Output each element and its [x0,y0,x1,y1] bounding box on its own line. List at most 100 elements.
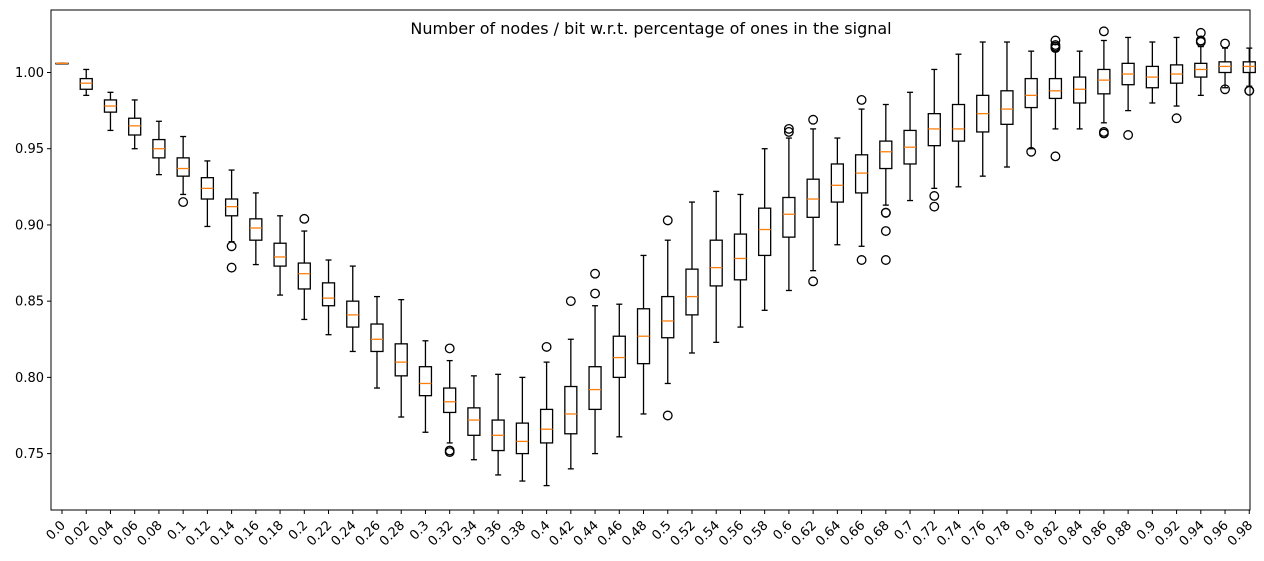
outlier-point [1244,85,1255,96]
box-0.78 [1000,41,1014,168]
x-tick-label: 0.58 [740,518,771,549]
outlier-point [783,123,794,134]
x-tick-label: 0.74 [934,518,965,549]
box-body [467,407,481,436]
box-0.88 [1121,36,1135,140]
outlier-point [226,241,237,252]
plot-frame [50,9,1251,511]
box-body [733,233,748,281]
x-tick-label: 0.52 [668,518,699,549]
x-tick-label: 0.76 [958,518,989,549]
box-body [515,422,530,455]
outlier-point [808,276,819,287]
outlier-point [444,343,455,354]
box-body [564,385,578,435]
outlier-point [929,201,940,212]
outlier-point [1171,113,1182,124]
box-0.08 [152,120,166,176]
x-tick-label: 0.22 [304,518,335,549]
outlier-point [1050,35,1061,46]
x-tick-label: 0.98 [1225,518,1256,549]
x-tick-label: 0.06 [110,518,141,549]
box-0.56 [733,193,748,328]
box-body [1097,68,1111,95]
outlier-point [565,296,576,307]
x-tick-label: 0.66 [837,518,868,549]
outlier-point [1123,130,1134,140]
box-0.1 [176,135,190,208]
outlier-point [856,255,867,265]
outlier-point [590,268,601,279]
box-body [1218,61,1232,74]
box-0.64 [830,137,845,246]
box-body [297,262,311,290]
box-body [394,343,408,377]
box-0.8 [1024,50,1038,157]
x-tick-label: 0.14 [207,518,238,549]
box-0.2 [297,213,311,321]
y-tick-label: 0.95 [15,142,44,157]
outlier-point [1195,27,1206,38]
x-tick-label: 0.78 [983,518,1014,549]
box-0.4 [539,341,554,487]
x-tick-label: 0.72 [910,518,941,549]
box-0.16 [249,192,263,266]
box-0.42 [564,296,578,470]
outlier-point [808,114,819,125]
box-0.02 [79,68,93,97]
x-tick-label: 0.12 [183,518,214,549]
outlier-point [662,215,673,226]
outlier-point [541,341,552,352]
outlier-point [880,226,891,236]
box-0.9 [1145,41,1159,104]
outlier-point [1195,35,1206,46]
box-body [273,242,287,267]
x-tick-label: 0.16 [232,518,263,549]
outlier-point [1220,84,1230,95]
box-body [1048,77,1063,100]
outlier-point [856,94,867,105]
y-tick-label: 1.00 [15,66,44,81]
x-tick-label: 0.34 [450,518,481,549]
box-body [879,140,893,170]
x-tick-label: 0.28 [377,518,408,549]
y-tick-label: 0.90 [15,218,44,233]
box-body [1242,61,1256,74]
boxes-group [55,26,1256,487]
x-tick-label: 0.18 [256,518,287,549]
outlier-point [880,255,891,265]
box-body [176,157,190,177]
x-axis: 0.00.020.040.060.080.10.120.140.160.180.… [44,510,1256,549]
box-0.34 [467,375,481,461]
chart-title: Number of nodes / bit w.r.t. percentage … [410,19,891,38]
x-tick-label: 0.26 [353,518,384,549]
box-body [346,300,360,328]
outlier-point [1098,128,1109,139]
box-0.76 [976,41,990,177]
x-tick-label: 0.42 [547,518,578,549]
box-0.96 [1218,38,1232,95]
box-body [539,408,554,444]
x-tick-label: 0.62 [789,518,820,549]
x-tick-label: 0.88 [1104,518,1135,549]
x-tick-label: 0.82 [1031,518,1062,549]
box-0.52 [685,201,699,354]
box-body [758,207,772,257]
box-0.66 [854,94,869,265]
x-tick-label: 0.96 [1201,518,1232,549]
box-0.68 [879,103,893,265]
box-0.18 [273,215,287,296]
box-0.0 [55,62,69,65]
box-body [1194,62,1208,78]
box-0.82 [1048,35,1063,162]
box-0.72 [927,68,941,212]
box-0.32 [443,343,457,458]
box-0.92 [1169,36,1184,124]
box-body [128,117,142,136]
box-0.84 [1073,50,1087,130]
box-0.98 [1242,47,1256,96]
box-body [1000,90,1014,125]
box-0.46 [612,303,626,438]
outlier-point [226,262,237,273]
box-0.06 [128,99,142,150]
